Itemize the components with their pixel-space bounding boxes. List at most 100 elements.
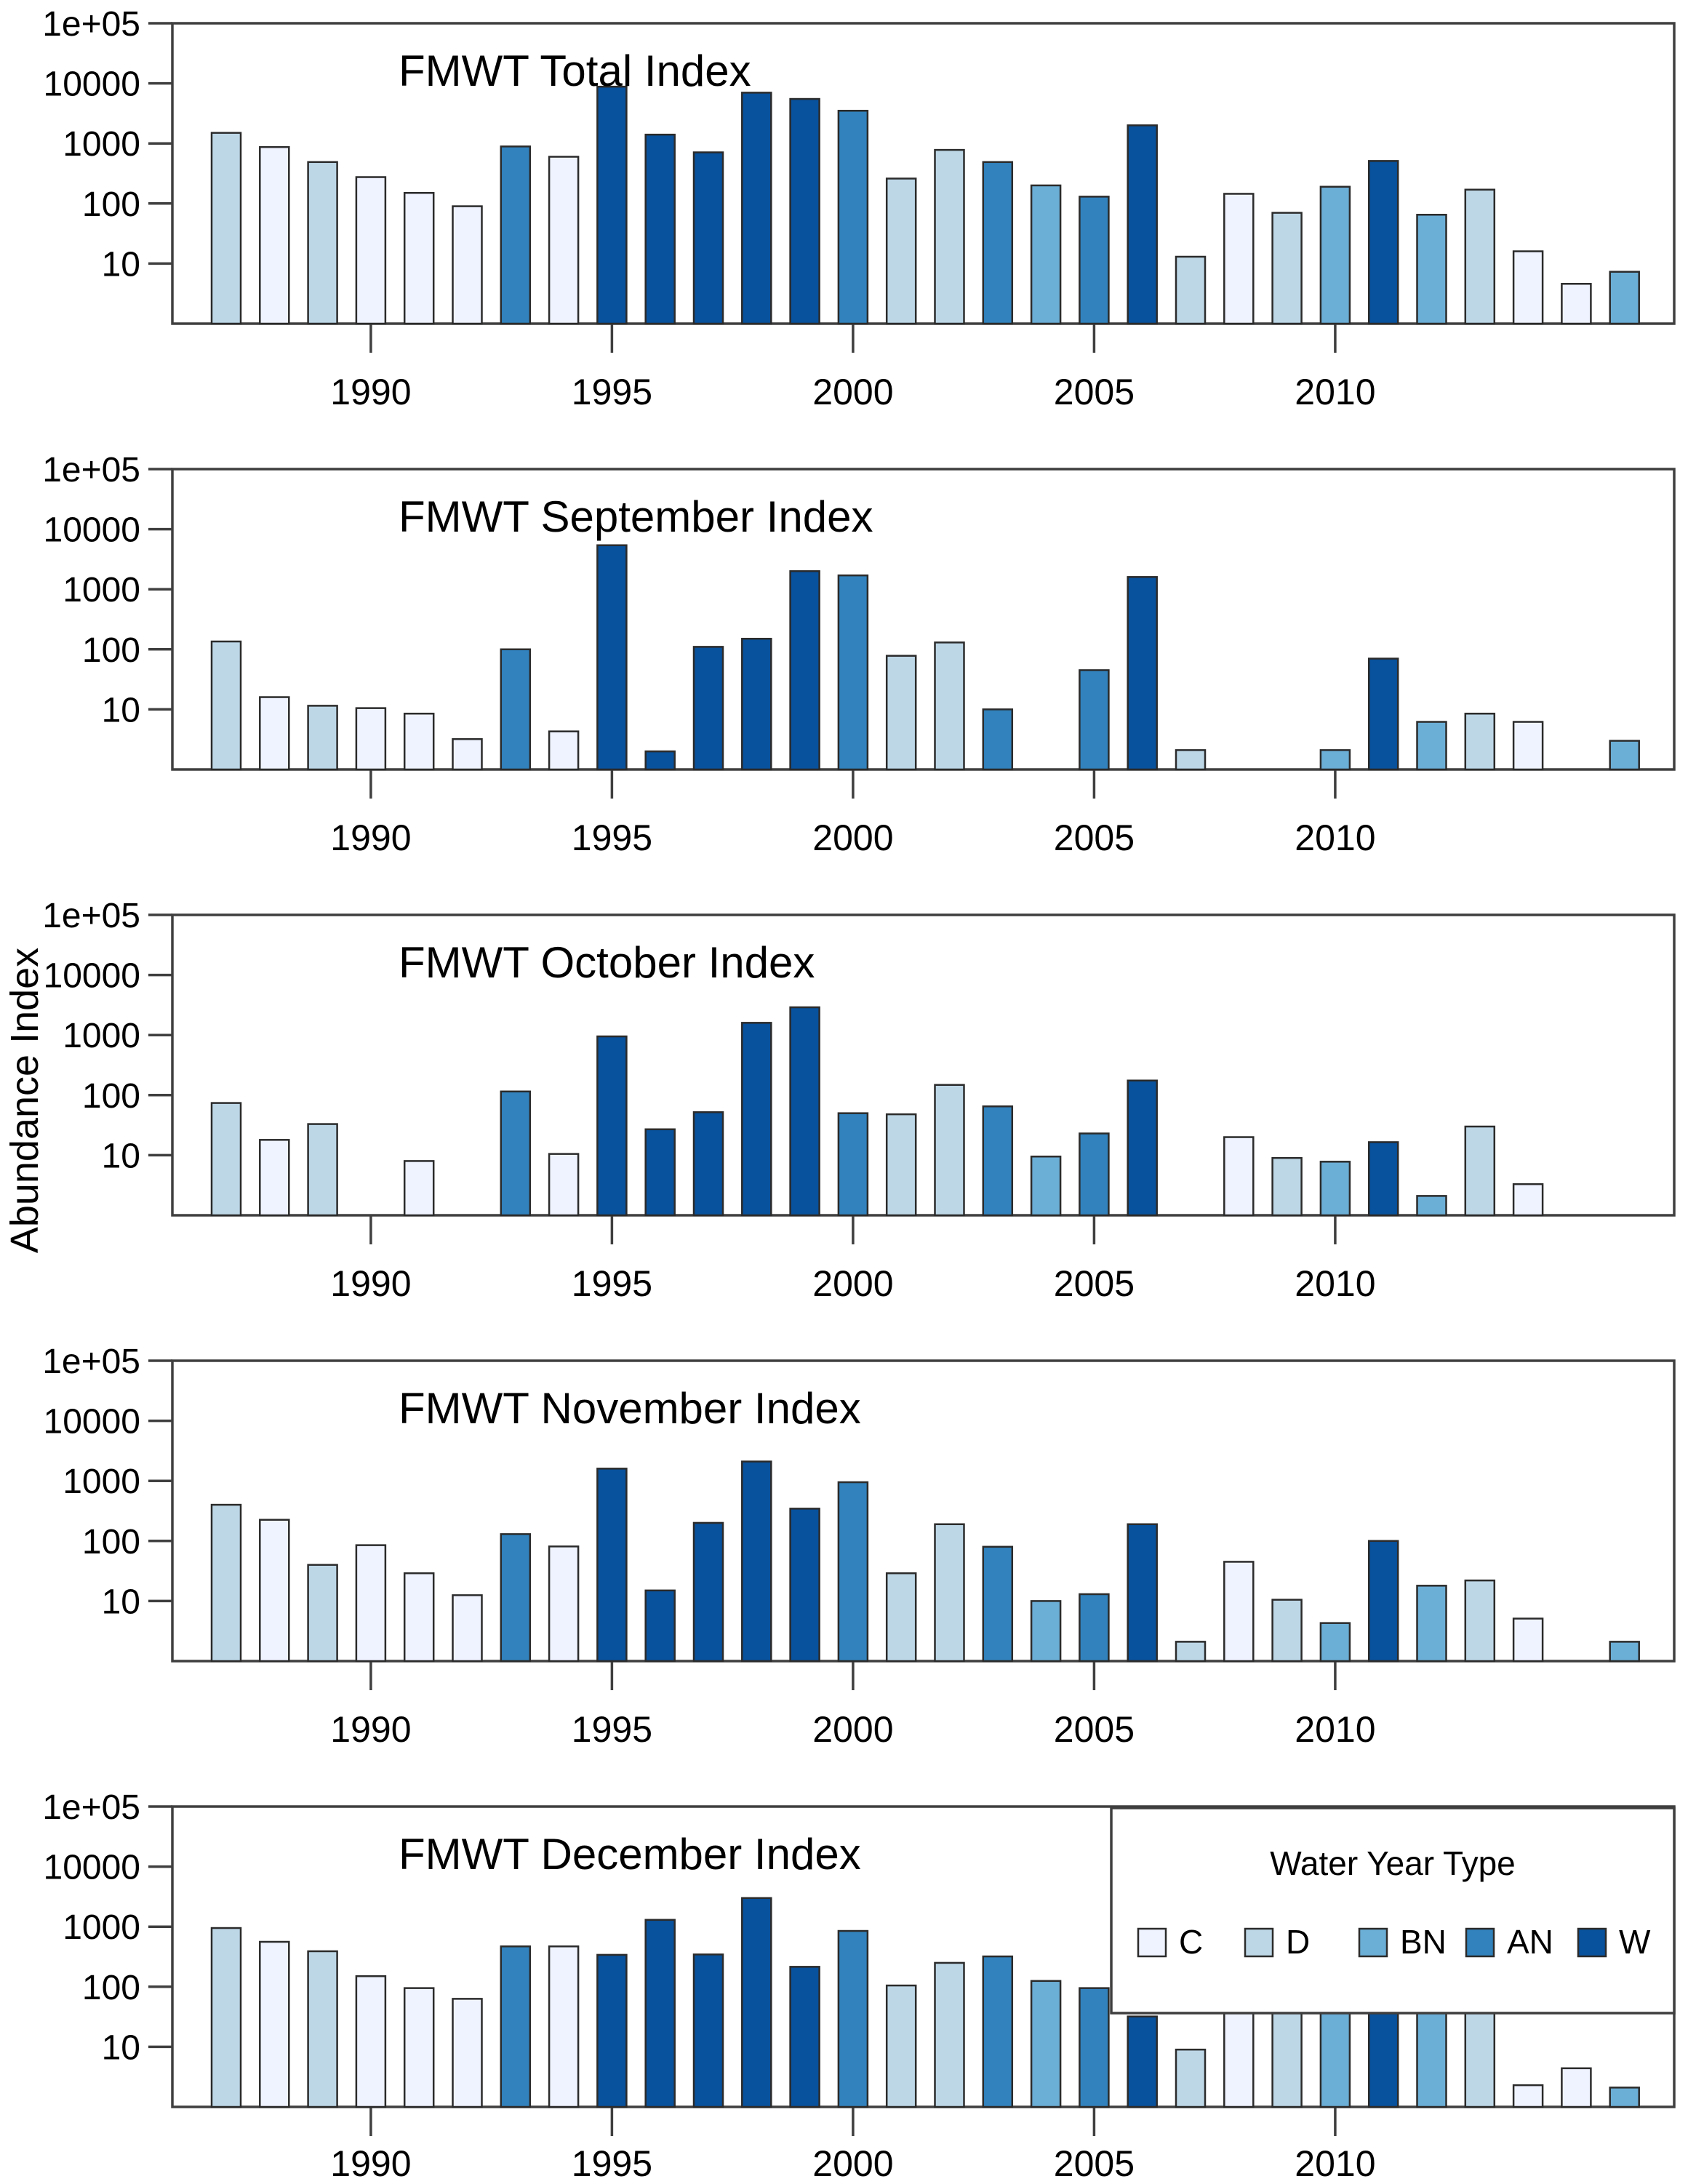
x-tick-label: 1990: [330, 372, 411, 412]
bar-2002: [934, 641, 965, 771]
panel-title: FMWT September Index: [399, 492, 873, 541]
bar-1987: [210, 640, 242, 771]
bar-1995: [596, 1953, 628, 2108]
bar-1987: [210, 132, 242, 325]
x-tick-label: 2000: [812, 817, 893, 858]
chart-svg: 10 100 1000 10000 1e+05 1990 1995 2000 2005 2010 F…: [42, 1343, 1676, 1750]
bar-2006: [1127, 1523, 1158, 1663]
bar-1999: [789, 1508, 820, 1663]
bar-2001: [885, 1113, 917, 1217]
panel-title: FMWT December Index: [399, 1830, 861, 1879]
x-tick-label: 2010: [1295, 1263, 1375, 1304]
panel-title: FMWT November Index: [399, 1384, 861, 1433]
bar-1989: [307, 705, 338, 771]
legend-swatch-W: [1577, 1927, 1607, 1958]
bar-1995: [596, 1468, 628, 1663]
bar-2001: [885, 1572, 917, 1663]
bar-1993: [500, 648, 532, 771]
bar-2013: [1464, 188, 1496, 325]
bar-2003: [982, 708, 1014, 771]
y-tick-label: 100: [82, 631, 140, 670]
bar-1989: [307, 161, 338, 325]
x-tick-label: 1995: [572, 1263, 652, 1304]
bar-1987: [210, 1927, 242, 2108]
y-tick-label: 1000: [63, 125, 140, 164]
y-tick-label: 1e+05: [42, 451, 140, 489]
bar-1990: [355, 707, 387, 771]
bar-1991: [403, 1160, 435, 1217]
panel-title: FMWT October Index: [399, 938, 815, 987]
chart-svg: 10 100 1000 10000 1e+05 1990 1995 2000 2005 2010 F…: [42, 897, 1676, 1304]
chart-panel-october: 10 100 1000 10000 1e+05 1990 1995 2000 2005 2010 F…: [0, 892, 1688, 1337]
x-tick-label: 1990: [330, 1709, 411, 1750]
bar-2010: [1319, 1622, 1351, 1663]
chart-panel-september: 10 100 1000 10000 1e+05 1990 1995 2000 2005 2010 F…: [0, 446, 1688, 892]
x-tick-label: 2005: [1054, 2143, 1135, 2184]
y-tick-label: 1000: [63, 1017, 140, 1055]
bar-2002: [934, 148, 965, 325]
y-tick-label: 10000: [44, 65, 140, 104]
bar-1992: [452, 738, 483, 771]
x-tick-label: 2000: [812, 1263, 893, 1304]
y-tick-label: 10: [102, 1137, 140, 1175]
bar-2015: [1561, 283, 1592, 325]
y-tick-label: 10000: [44, 511, 140, 550]
legend-swatch-BN: [1358, 1927, 1388, 1958]
bar-2011: [1367, 657, 1399, 771]
bar-1989: [307, 1123, 338, 1217]
bar-2005: [1079, 669, 1110, 771]
bar-2013: [1464, 1579, 1496, 1663]
y-tick-label: 1e+05: [42, 897, 140, 935]
bar-2001: [885, 1984, 917, 2108]
bar-2012: [1416, 214, 1447, 325]
legend-swatch-D: [1244, 1927, 1274, 1958]
bar-2016: [1609, 2087, 1640, 2108]
x-tick-label: 2005: [1054, 1263, 1135, 1304]
bar-1996: [644, 133, 676, 325]
y-tick-label: 10000: [44, 1403, 140, 1441]
bar-1998: [741, 1897, 772, 2108]
bar-1994: [548, 156, 580, 325]
bar-2000: [837, 574, 869, 771]
y-tick-label: 100: [82, 1523, 140, 1561]
bar-2003: [982, 161, 1014, 325]
x-tick-label: 1990: [330, 1263, 411, 1304]
bar-2003: [982, 1545, 1014, 1663]
bar-2014: [1512, 250, 1544, 325]
bar-1993: [500, 145, 532, 325]
chart-svg: 10 100 1000 10000 1e+05 1990 1995 2000 2005 2010 F…: [42, 1788, 1676, 2184]
y-tick-label: 100: [82, 185, 140, 224]
bar-2010: [1319, 185, 1351, 325]
bar-2002: [934, 1084, 965, 1217]
bar-1989: [307, 1950, 338, 2108]
bar-2014: [1512, 1183, 1544, 1217]
legend-swatch-AN: [1465, 1927, 1495, 1958]
legend-label-W: W: [1619, 1923, 1651, 1961]
bar-2012: [1416, 2012, 1447, 2108]
bar-2010: [1319, 749, 1351, 771]
bar-2011: [1367, 1540, 1399, 1663]
y-tick-label: 1e+05: [42, 1343, 140, 1381]
panel-title: FMWT Total Index: [399, 47, 751, 95]
bar-1996: [644, 750, 676, 771]
legend-label-D: D: [1286, 1923, 1310, 1961]
bar-1997: [692, 151, 724, 325]
chart-panel-total: 10 100 1000 10000 1e+05 1990 1995 2000 2005 2010 F…: [0, 0, 1688, 446]
chart-panel-november: 10 100 1000 10000 1e+05 1990 1995 2000 2005 2010 F…: [0, 1337, 1688, 1783]
chart-panel-december: 10 100 1000 10000 1e+05 1990 1995 2000 2005 2010 F…: [0, 1783, 1688, 2184]
bar-2010: [1319, 1161, 1351, 1217]
legend-label-BN: BN: [1400, 1923, 1447, 1961]
x-tick-label: 1995: [572, 372, 652, 412]
bar-2009: [1271, 2004, 1303, 2108]
plot-box: [171, 913, 1676, 1217]
bar-1997: [692, 1953, 724, 2108]
chart-svg: 10 100 1000 10000 1e+05 1990 1995 2000 2005 2010 F…: [42, 451, 1676, 858]
legend-label-AN: AN: [1507, 1923, 1553, 1961]
y-tick-label: 10: [102, 691, 140, 729]
bar-2012: [1416, 721, 1447, 771]
bar-2002: [934, 1961, 965, 2108]
bar-2004: [1030, 1980, 1062, 2108]
bar-1991: [403, 712, 435, 771]
bar-2007: [1175, 749, 1207, 771]
bar-1994: [548, 730, 580, 771]
